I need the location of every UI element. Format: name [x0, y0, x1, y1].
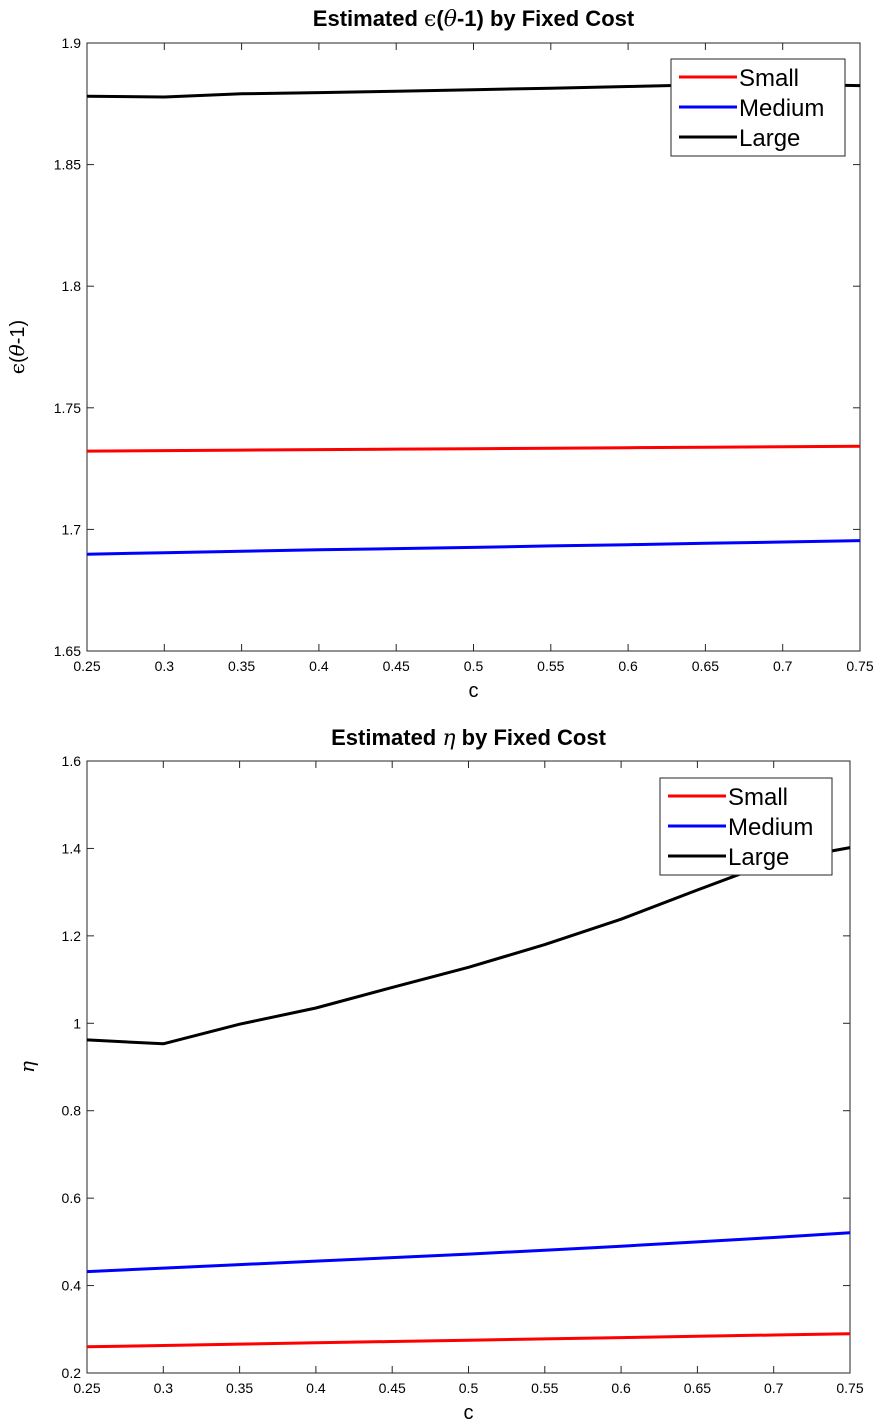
x-tick-label: 0.4: [306, 1380, 326, 1396]
x-tick-label: 0.6: [611, 1380, 631, 1396]
y-tick-label: 1: [73, 1015, 81, 1031]
x-tick-label: 0.55: [537, 658, 564, 674]
x-tick-label: 0.45: [383, 658, 410, 674]
series-line-medium: [86, 1231, 851, 1274]
chart-title-part: by Fixed Cost: [456, 725, 607, 750]
x-axis-label: c: [469, 680, 479, 702]
x-axis-label: c: [464, 1402, 474, 1424]
y-tick-label: 1.65: [54, 643, 81, 659]
y-axis-label-part: (: [7, 356, 29, 363]
y-tick-label: 1.8: [62, 278, 82, 294]
legend-label-medium: Medium: [739, 95, 824, 122]
series-line-large: [86, 846, 851, 1046]
y-tick-label: 1.7: [62, 521, 82, 537]
x-tick-label: 0.35: [226, 1380, 253, 1396]
chart-title-part: (: [436, 6, 444, 31]
x-tick-label: 0.25: [73, 658, 100, 674]
x-tick-label: 0.55: [531, 1380, 558, 1396]
y-tick-label: 1.2: [62, 928, 82, 944]
legend: Small Medium Large: [659, 777, 833, 876]
x-tick-label: 0.3: [155, 658, 175, 674]
x-tick-label: 0.3: [154, 1380, 174, 1396]
y-axis-label: η: [15, 1061, 39, 1073]
series-line-small: [86, 1332, 851, 1349]
chart-title: Estimated η by Fixed Cost: [331, 725, 606, 751]
y-axis-label-part: η: [15, 1061, 39, 1073]
y-axis-label: ϵ(θ-1): [5, 320, 29, 374]
x-tick-label: 0.35: [228, 658, 255, 674]
chart-title: Estimated ϵ(θ-1) by Fixed Cost: [313, 6, 635, 32]
x-tick-label: 0.5: [459, 1380, 479, 1396]
legend-label-medium: Medium: [728, 814, 813, 841]
x-tick-label: 0.65: [692, 658, 719, 674]
y-tick-label: 1.75: [54, 400, 81, 416]
legend-label-small: Small: [728, 784, 788, 811]
legend: Small Medium Large: [670, 58, 846, 157]
y-tick-label: 1.9: [62, 35, 82, 51]
series-line-medium: [86, 539, 861, 556]
y-tick-label: 0.8: [62, 1103, 82, 1119]
legend-label-small: Small: [739, 65, 799, 92]
chart-title-part: η: [442, 726, 455, 751]
legend-label-large: Large: [739, 125, 800, 152]
chart-2: 0.25 0.3 0.35 0.4 0.45 0.5 0.55 0.6 0.65 0.7 0.75 0…: [15, 725, 864, 1424]
chart-title-part: -1) by Fixed Cost: [457, 6, 635, 31]
y-axis-label-part: ϵ: [5, 363, 29, 374]
x-tick-label: 0.75: [846, 658, 873, 674]
x-tick-label: 0.45: [379, 1380, 406, 1396]
y-tick-label: 1.85: [54, 157, 81, 173]
y-axis-label-part: θ: [5, 344, 29, 356]
series-line-small: [86, 444, 861, 453]
x-tick-label: 0.25: [73, 1380, 100, 1396]
x-tick-label: 0.5: [464, 658, 484, 674]
x-tick-label: 0.6: [618, 658, 638, 674]
chart-title-part: ϵ: [424, 7, 436, 32]
y-tick-label: 1.6: [62, 753, 82, 769]
x-tick-label: 0.7: [773, 658, 793, 674]
chart-title-part: θ: [444, 7, 457, 32]
chart-title-part: Estimated: [331, 725, 442, 750]
chart-1: 0.25 0.3 0.35 0.4 0.45 0.5 0.55 0.6 0.65 0.7 0.75 1…: [5, 6, 874, 702]
legend-label-large: Large: [728, 844, 789, 871]
x-tick-label: 0.4: [309, 658, 329, 674]
y-axis-label-part: -1): [7, 320, 29, 344]
y-tick-label: 0.4: [62, 1278, 82, 1294]
y-tick-label: 0.2: [62, 1365, 82, 1381]
y-tick-label: 0.6: [62, 1190, 82, 1206]
x-tick-label: 0.75: [836, 1380, 863, 1396]
x-tick-label: 0.7: [764, 1380, 784, 1396]
y-tick-label: 1.4: [62, 840, 82, 856]
chart-title-part: Estimated: [313, 6, 424, 31]
x-tick-label: 0.65: [684, 1380, 711, 1396]
